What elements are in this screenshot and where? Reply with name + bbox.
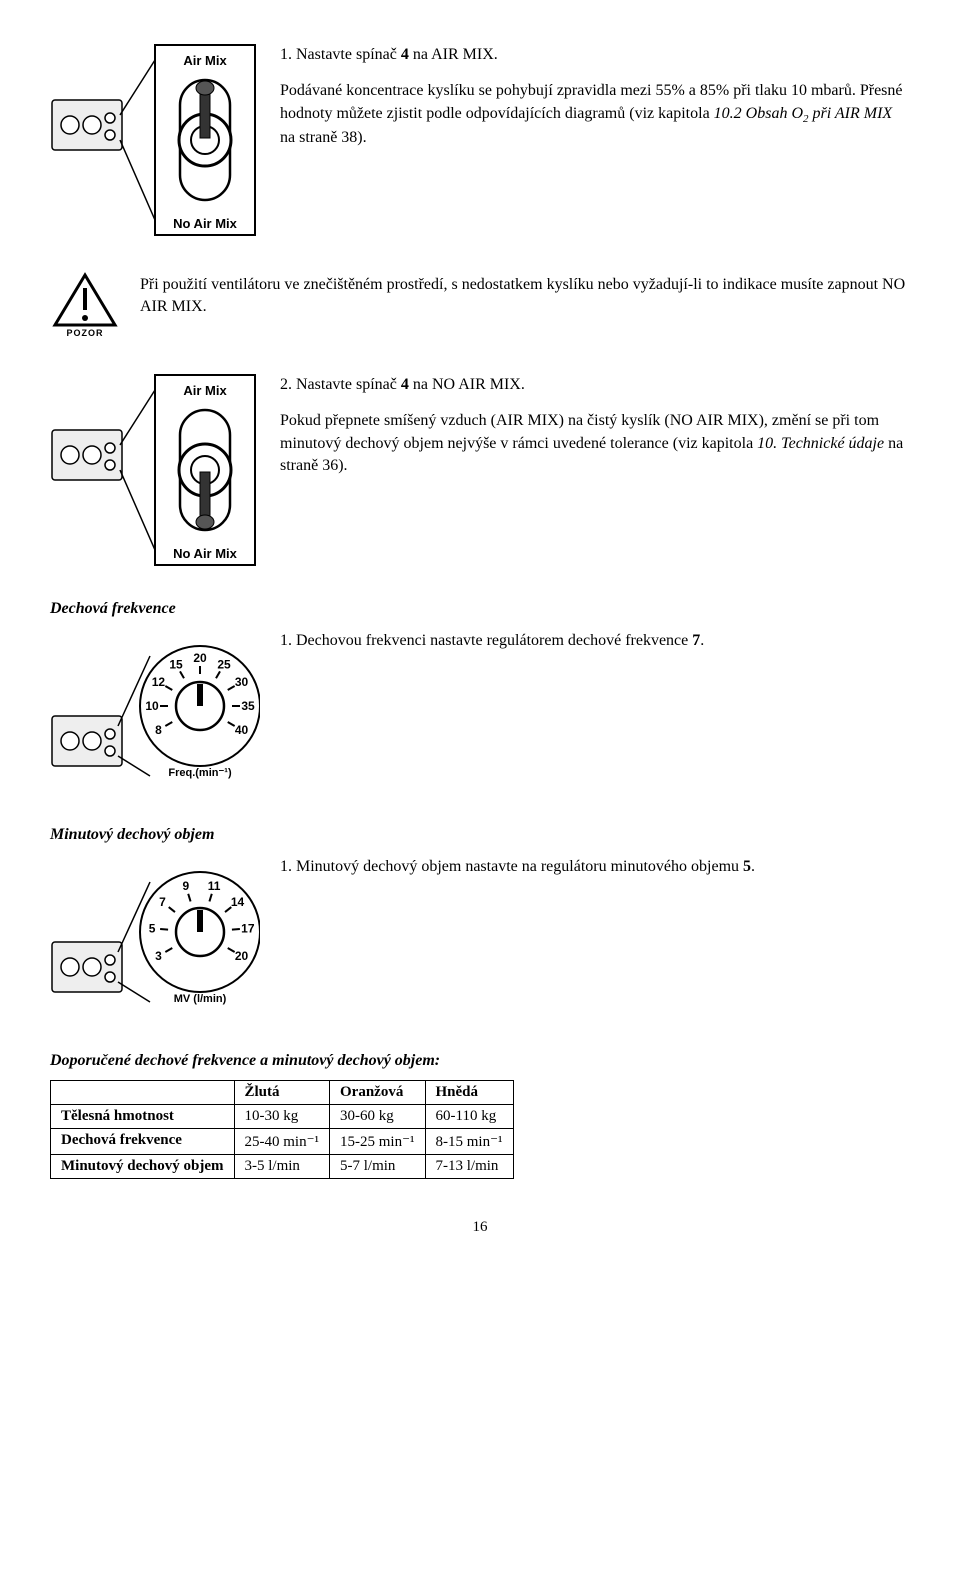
freq-dial-figure: Freq.(min⁻¹) 8 10 1215 20 25 30 35 40 <box>50 626 260 796</box>
svg-text:12: 12 <box>152 675 166 689</box>
sec2-para: Pokud přepnete smíšený vzduch (AIR MIX) … <box>280 410 910 477</box>
airmix-switch-figure-2: Air Mix No Air Mix <box>50 370 260 570</box>
airmix-bottom-label-2: No Air Mix <box>173 546 238 561</box>
vol-dial-figure: MV (l/min) 3 57 9 11 14 17 20 <box>50 852 260 1022</box>
airmix-bottom-label-1: No Air Mix <box>173 216 238 231</box>
svg-text:8: 8 <box>155 723 162 737</box>
vol-text: 1. Minutový dechový objem nastavte na re… <box>280 856 910 878</box>
airmix-switch-figure-1: Air Mix No Air Mix <box>50 40 260 240</box>
recommendation-table: ŽlutáOranžováHnědáTělesná hmotnost10-30 … <box>50 1080 514 1179</box>
svg-text:25: 25 <box>217 657 231 671</box>
svg-text:10: 10 <box>145 699 159 713</box>
svg-text:17: 17 <box>241 921 255 935</box>
svg-text:Freq.(min⁻¹): Freq.(min⁻¹) <box>168 767 232 779</box>
svg-text:40: 40 <box>235 723 249 737</box>
airmix-top-label-1: Air Mix <box>183 53 227 68</box>
svg-text:30: 30 <box>235 675 249 689</box>
sec2-step: 2. Nastavte spínač 4 na NO AIR MIX. <box>280 374 910 396</box>
svg-text:7: 7 <box>159 895 166 909</box>
page-number: 16 <box>50 1219 910 1236</box>
svg-text:9: 9 <box>183 879 190 893</box>
svg-text:11: 11 <box>208 879 221 893</box>
svg-text:POZOR: POZOR <box>66 328 103 338</box>
svg-text:35: 35 <box>241 699 255 713</box>
vol-heading: Minutový dechový objem <box>50 826 910 844</box>
sec1-para: Podávané koncentrace kyslíku se pohybují… <box>280 80 910 149</box>
svg-text:15: 15 <box>169 657 183 671</box>
freq-heading: Dechová frekvence <box>50 600 910 618</box>
pozor-text: Při použití ventilátoru ve znečištěném p… <box>140 274 910 319</box>
svg-text:MV (l/min): MV (l/min) <box>174 993 227 1005</box>
svg-text:14: 14 <box>231 895 245 909</box>
svg-text:20: 20 <box>235 949 249 963</box>
pozor-icon: POZOR <box>50 270 120 340</box>
svg-text:20: 20 <box>193 651 207 665</box>
airmix-top-label-2: Air Mix <box>183 383 227 398</box>
freq-text: 1. Dechovou frekvenci nastavte regulátor… <box>280 630 910 652</box>
table-heading: Doporučené dechové frekvence a minutový … <box>50 1052 910 1070</box>
svg-text:3: 3 <box>155 949 162 963</box>
sec1-step: 1. Nastavte spínač 4 na AIR MIX. <box>280 44 910 66</box>
svg-text:5: 5 <box>149 921 156 935</box>
